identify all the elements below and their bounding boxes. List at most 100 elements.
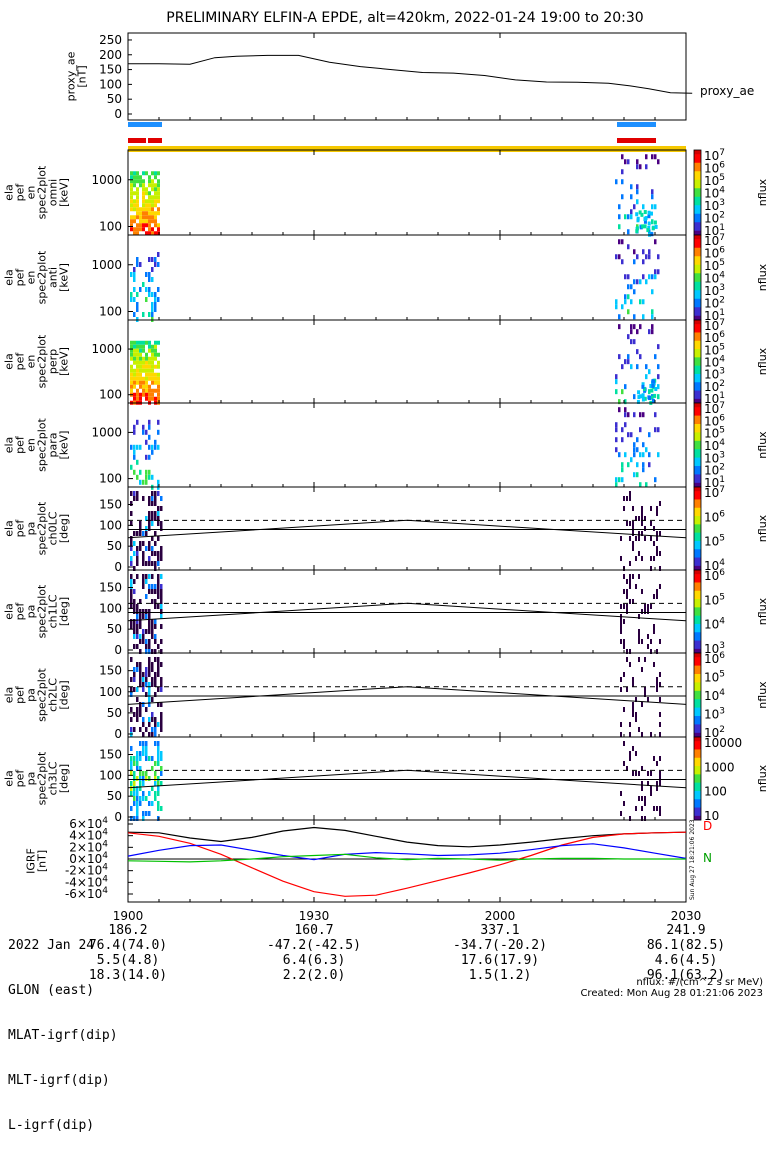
pa-cell bbox=[133, 609, 136, 614]
colorbar-segment bbox=[694, 400, 701, 404]
spectrogram-cell bbox=[157, 207, 160, 212]
pa-cell bbox=[656, 781, 658, 786]
y-axis-label: [deg] bbox=[58, 680, 71, 709]
x-tick-label: 2000 bbox=[485, 909, 516, 923]
spectrogram-cell bbox=[624, 422, 627, 428]
igrf-series-line bbox=[127, 853, 686, 863]
x-tick-label: 2030 bbox=[671, 909, 702, 923]
spectrogram-cell bbox=[130, 272, 133, 277]
spectrogram-cell bbox=[633, 452, 636, 458]
pa-cell bbox=[632, 574, 634, 579]
colorbar-segment bbox=[694, 313, 701, 317]
spectrogram-cell bbox=[636, 364, 639, 370]
spectrogram-cell bbox=[130, 219, 133, 224]
pa-cell bbox=[145, 561, 148, 566]
pa-cell bbox=[160, 771, 163, 776]
pa-cell bbox=[626, 687, 628, 692]
colorbar-segment bbox=[694, 619, 701, 623]
pa-cell bbox=[145, 692, 148, 697]
colorbar-segment bbox=[694, 786, 701, 790]
spectrogram-cell bbox=[130, 376, 133, 381]
spectrogram-cell bbox=[151, 449, 154, 455]
colorbar-segment bbox=[694, 565, 701, 569]
spectrogram-cell bbox=[154, 344, 157, 349]
igrf-series-line bbox=[127, 843, 687, 861]
spectrogram-cell bbox=[130, 195, 133, 200]
spectrogram-cell bbox=[145, 474, 148, 480]
pa-cell bbox=[623, 672, 625, 677]
spectrogram-cell bbox=[139, 211, 142, 216]
pa-cell bbox=[136, 609, 139, 614]
spectrogram-cell bbox=[133, 444, 136, 450]
pa-cell bbox=[154, 561, 157, 566]
pa-cell bbox=[145, 526, 148, 531]
pa-cell bbox=[650, 639, 652, 644]
pa-cell bbox=[151, 589, 154, 594]
spectrogram-cell bbox=[145, 429, 148, 435]
pa-cell bbox=[154, 781, 157, 786]
pa-cell bbox=[157, 687, 160, 692]
spectrogram-cell bbox=[621, 364, 624, 370]
pa-cell bbox=[653, 526, 655, 531]
spectrogram-cell bbox=[154, 364, 157, 369]
colorbar-segment bbox=[694, 426, 701, 429]
pa-cell bbox=[136, 629, 139, 634]
colorbar-segment bbox=[694, 281, 701, 285]
spectrogram-cell bbox=[154, 175, 157, 180]
spectrogram-cell bbox=[636, 462, 639, 468]
colorbar-segment bbox=[694, 584, 701, 588]
pa-cell bbox=[638, 629, 640, 634]
spectrogram-cell bbox=[139, 360, 142, 365]
spectrogram-cell bbox=[142, 282, 145, 287]
colorbar-segment bbox=[694, 795, 701, 798]
spectrogram-cell bbox=[148, 207, 151, 212]
spectrogram-cell bbox=[145, 372, 148, 377]
colorbar-segment bbox=[694, 421, 701, 425]
pa-cell bbox=[623, 644, 625, 649]
pa-cell bbox=[151, 574, 154, 579]
y-tick-label: 100 bbox=[99, 768, 122, 782]
colorbar-segment bbox=[694, 532, 701, 536]
pa-cell bbox=[160, 682, 163, 687]
pa-cell bbox=[641, 516, 643, 521]
spectrogram-cell bbox=[133, 215, 136, 220]
spectrogram-cell bbox=[136, 223, 139, 228]
spectrogram-cell bbox=[154, 380, 157, 385]
pa-cell bbox=[139, 781, 142, 786]
pa-cell bbox=[635, 536, 637, 541]
igrf-series-line bbox=[127, 831, 687, 897]
colorbar-tick-label: 1000 bbox=[704, 760, 735, 774]
colorbar-segment bbox=[694, 453, 701, 456]
colorbar-tick-label: 10000 bbox=[704, 736, 742, 750]
y-axis-label: [keV] bbox=[58, 178, 71, 207]
spectrogram-frame bbox=[127, 319, 687, 404]
pa-cell bbox=[157, 584, 160, 589]
pa-cell bbox=[641, 732, 643, 737]
pa-cell bbox=[154, 677, 157, 682]
footer-value: 2.2(2.0) bbox=[282, 968, 346, 983]
pa-cell bbox=[148, 501, 151, 506]
spectrogram-cell bbox=[651, 219, 654, 225]
colorbar-segment bbox=[694, 617, 701, 621]
plot-canvas: PRELIMINARY ELFIN-A EPDE, alt=420km, 202… bbox=[3, 10, 770, 923]
spectrogram-cell bbox=[136, 344, 139, 349]
spectrogram-cell bbox=[654, 154, 657, 160]
spectrogram-cell bbox=[142, 348, 145, 353]
colorbar-segment bbox=[694, 528, 701, 532]
colorbar-segment bbox=[694, 264, 701, 268]
pa-cell bbox=[136, 761, 139, 766]
colorbar-segment bbox=[694, 763, 701, 767]
colorbar-segment bbox=[694, 179, 701, 183]
spectrogram-cell bbox=[627, 462, 630, 468]
spectrogram-cell bbox=[651, 289, 654, 295]
spectrogram-cell bbox=[636, 437, 639, 443]
pa-cell bbox=[157, 516, 160, 521]
spectrogram-cell bbox=[627, 214, 630, 220]
spectrogram-cell bbox=[651, 324, 654, 330]
pa-cell bbox=[160, 521, 163, 526]
spectrogram-cell bbox=[624, 359, 627, 365]
spectrogram-cell bbox=[154, 257, 157, 262]
spectrogram-cell bbox=[643, 219, 647, 224]
spectrogram-cell bbox=[151, 372, 154, 377]
spectrogram-cell bbox=[148, 364, 151, 369]
